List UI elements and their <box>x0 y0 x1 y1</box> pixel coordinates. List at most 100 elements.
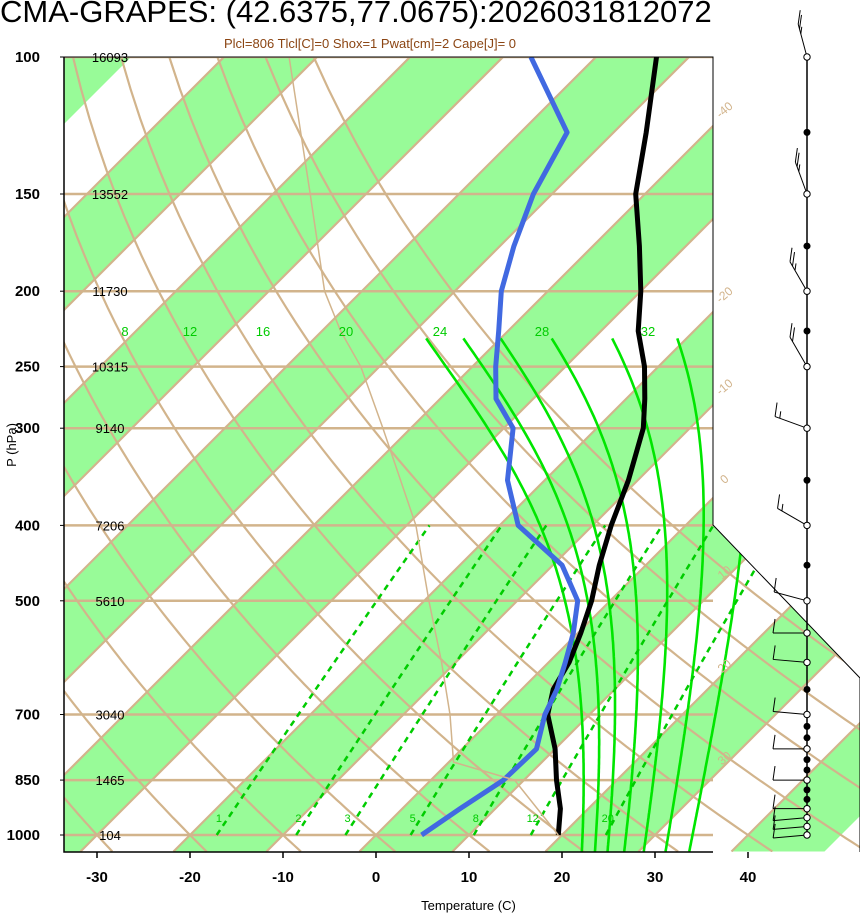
wind-obs-circle <box>803 629 811 637</box>
x-tick-label: 30 <box>647 869 664 886</box>
x-tick-label: 10 <box>461 869 478 886</box>
wind-obs-circle <box>803 53 811 61</box>
wind-barb-staff <box>789 336 808 367</box>
x-tick-label: -30 <box>86 869 108 886</box>
y-tick-label: 850 <box>15 772 40 789</box>
chart-title: CMA-GRAPES: (42.6375,77.0675):2026031812… <box>0 0 712 29</box>
isotherm-line <box>172 57 860 852</box>
mixing-ratio-lines <box>215 524 782 836</box>
wind-barb-feather <box>772 734 776 749</box>
wind-obs-circle <box>803 190 811 198</box>
x-tick-label: 40 <box>740 869 757 886</box>
height-label: 16093 <box>92 50 128 65</box>
wind-barb <box>772 734 811 753</box>
wind-obs-circle <box>803 362 811 371</box>
dry-adiabat-line <box>64 57 208 852</box>
wind-obs-circle <box>803 287 811 295</box>
wind-barb-feather <box>772 823 776 839</box>
height-label: 11730 <box>92 284 127 299</box>
wind-barb <box>774 402 811 432</box>
height-label: 5610 <box>96 594 125 609</box>
wind-level-dot <box>803 722 811 730</box>
chart-subtitle: Plcl=806 Tlcl[C]=0 Shox=1 Pwat[cm]=2 Cap… <box>223 36 517 51</box>
y-axis-title: P (hPa) <box>4 423 19 467</box>
x-tick-label: -20 <box>179 869 201 886</box>
wind-obs-circle <box>803 745 811 753</box>
wind-barb-feather <box>772 697 776 712</box>
wind-barb-staff <box>774 591 808 602</box>
y-tick-label: 500 <box>15 593 40 610</box>
wind-obs-circle <box>803 776 811 784</box>
wind-barb <box>772 815 811 831</box>
isotherm-label: -20 <box>713 284 736 306</box>
dewpoint-profile-line <box>420 57 581 838</box>
moist-adiabat-line <box>499 337 617 852</box>
temperature-band <box>545 57 860 852</box>
height-label: 9140 <box>96 421 125 436</box>
isotherm-label: -10 <box>713 376 736 398</box>
temperature-band <box>64 57 725 852</box>
wind-barb-feather <box>797 10 801 25</box>
y-tick-label: 400 <box>15 517 40 534</box>
wind-barb <box>797 10 811 61</box>
wind-barb-half-feather <box>800 26 803 34</box>
height-label: 3040 <box>96 707 125 722</box>
wind-level-dot <box>803 476 811 484</box>
wind-barb-feather <box>789 247 793 262</box>
wind-level-dot <box>803 685 811 693</box>
mixing-ratio-line <box>295 524 503 836</box>
wind-level-dot <box>803 327 811 335</box>
wind-obs-circle <box>803 521 811 530</box>
wind-obs-circle <box>803 424 811 432</box>
y-tick-label: 250 <box>15 359 40 376</box>
moist-adiabat-label: 8 <box>121 324 128 339</box>
wind-barb-feather <box>774 402 778 417</box>
wind-barb-half-feather <box>798 164 801 172</box>
wind-barb-staff <box>789 261 808 292</box>
height-label: 13552 <box>92 187 128 202</box>
x-tick-label: -10 <box>272 869 294 886</box>
y-tick-label: 1000 <box>7 827 40 844</box>
mixing-ratio-label: 20 <box>602 813 614 825</box>
temperature-band <box>64 57 860 852</box>
mixing-ratio-line <box>409 524 607 836</box>
wind-barb-staff <box>773 711 808 715</box>
wind-barb <box>794 147 811 198</box>
wind-barb-feather <box>792 252 795 267</box>
isotherm-line <box>64 57 447 852</box>
temperature-band <box>64 57 353 852</box>
wind-barb <box>772 618 811 637</box>
dry-adiabat-line <box>64 57 396 852</box>
mixing-ratio-line <box>344 524 548 836</box>
height-label: 104 <box>99 828 121 843</box>
wind-obs-circle <box>803 822 811 831</box>
wind-barb-feather <box>794 147 798 163</box>
wind-barb <box>772 823 811 839</box>
moist-adiabat-line <box>664 337 705 852</box>
mixing-ratio-label: 2 <box>295 813 301 825</box>
wind-barb-feather <box>773 577 777 593</box>
wind-barb-feather <box>777 494 781 509</box>
mixing-ratio-label: 12 <box>527 813 539 825</box>
isotherm-label: -40 <box>713 99 736 121</box>
moist-adiabat-label: 20 <box>339 324 353 339</box>
isotherm-line <box>544 57 860 852</box>
wind-obs-circle <box>803 804 811 813</box>
isotherm-line <box>64 57 633 852</box>
wind-barb-staff <box>773 658 808 663</box>
x-axis-title: Temperature (C) <box>421 898 516 913</box>
wind-barb-feather <box>772 766 776 781</box>
wind-obs-circle <box>803 710 811 719</box>
wind-level-dot <box>803 242 811 250</box>
wind-barb-feather <box>789 323 793 338</box>
wind-barb-feather <box>772 618 776 634</box>
moist-adiabat-label: 12 <box>183 324 197 339</box>
wind-barb-half-feather <box>779 411 782 419</box>
wind-barb-feather <box>772 645 776 660</box>
x-tick-label: 0 <box>372 869 380 886</box>
y-tick-label: 150 <box>15 186 40 203</box>
plot-outline <box>64 56 860 852</box>
mixing-ratio-label: 8 <box>473 813 479 825</box>
